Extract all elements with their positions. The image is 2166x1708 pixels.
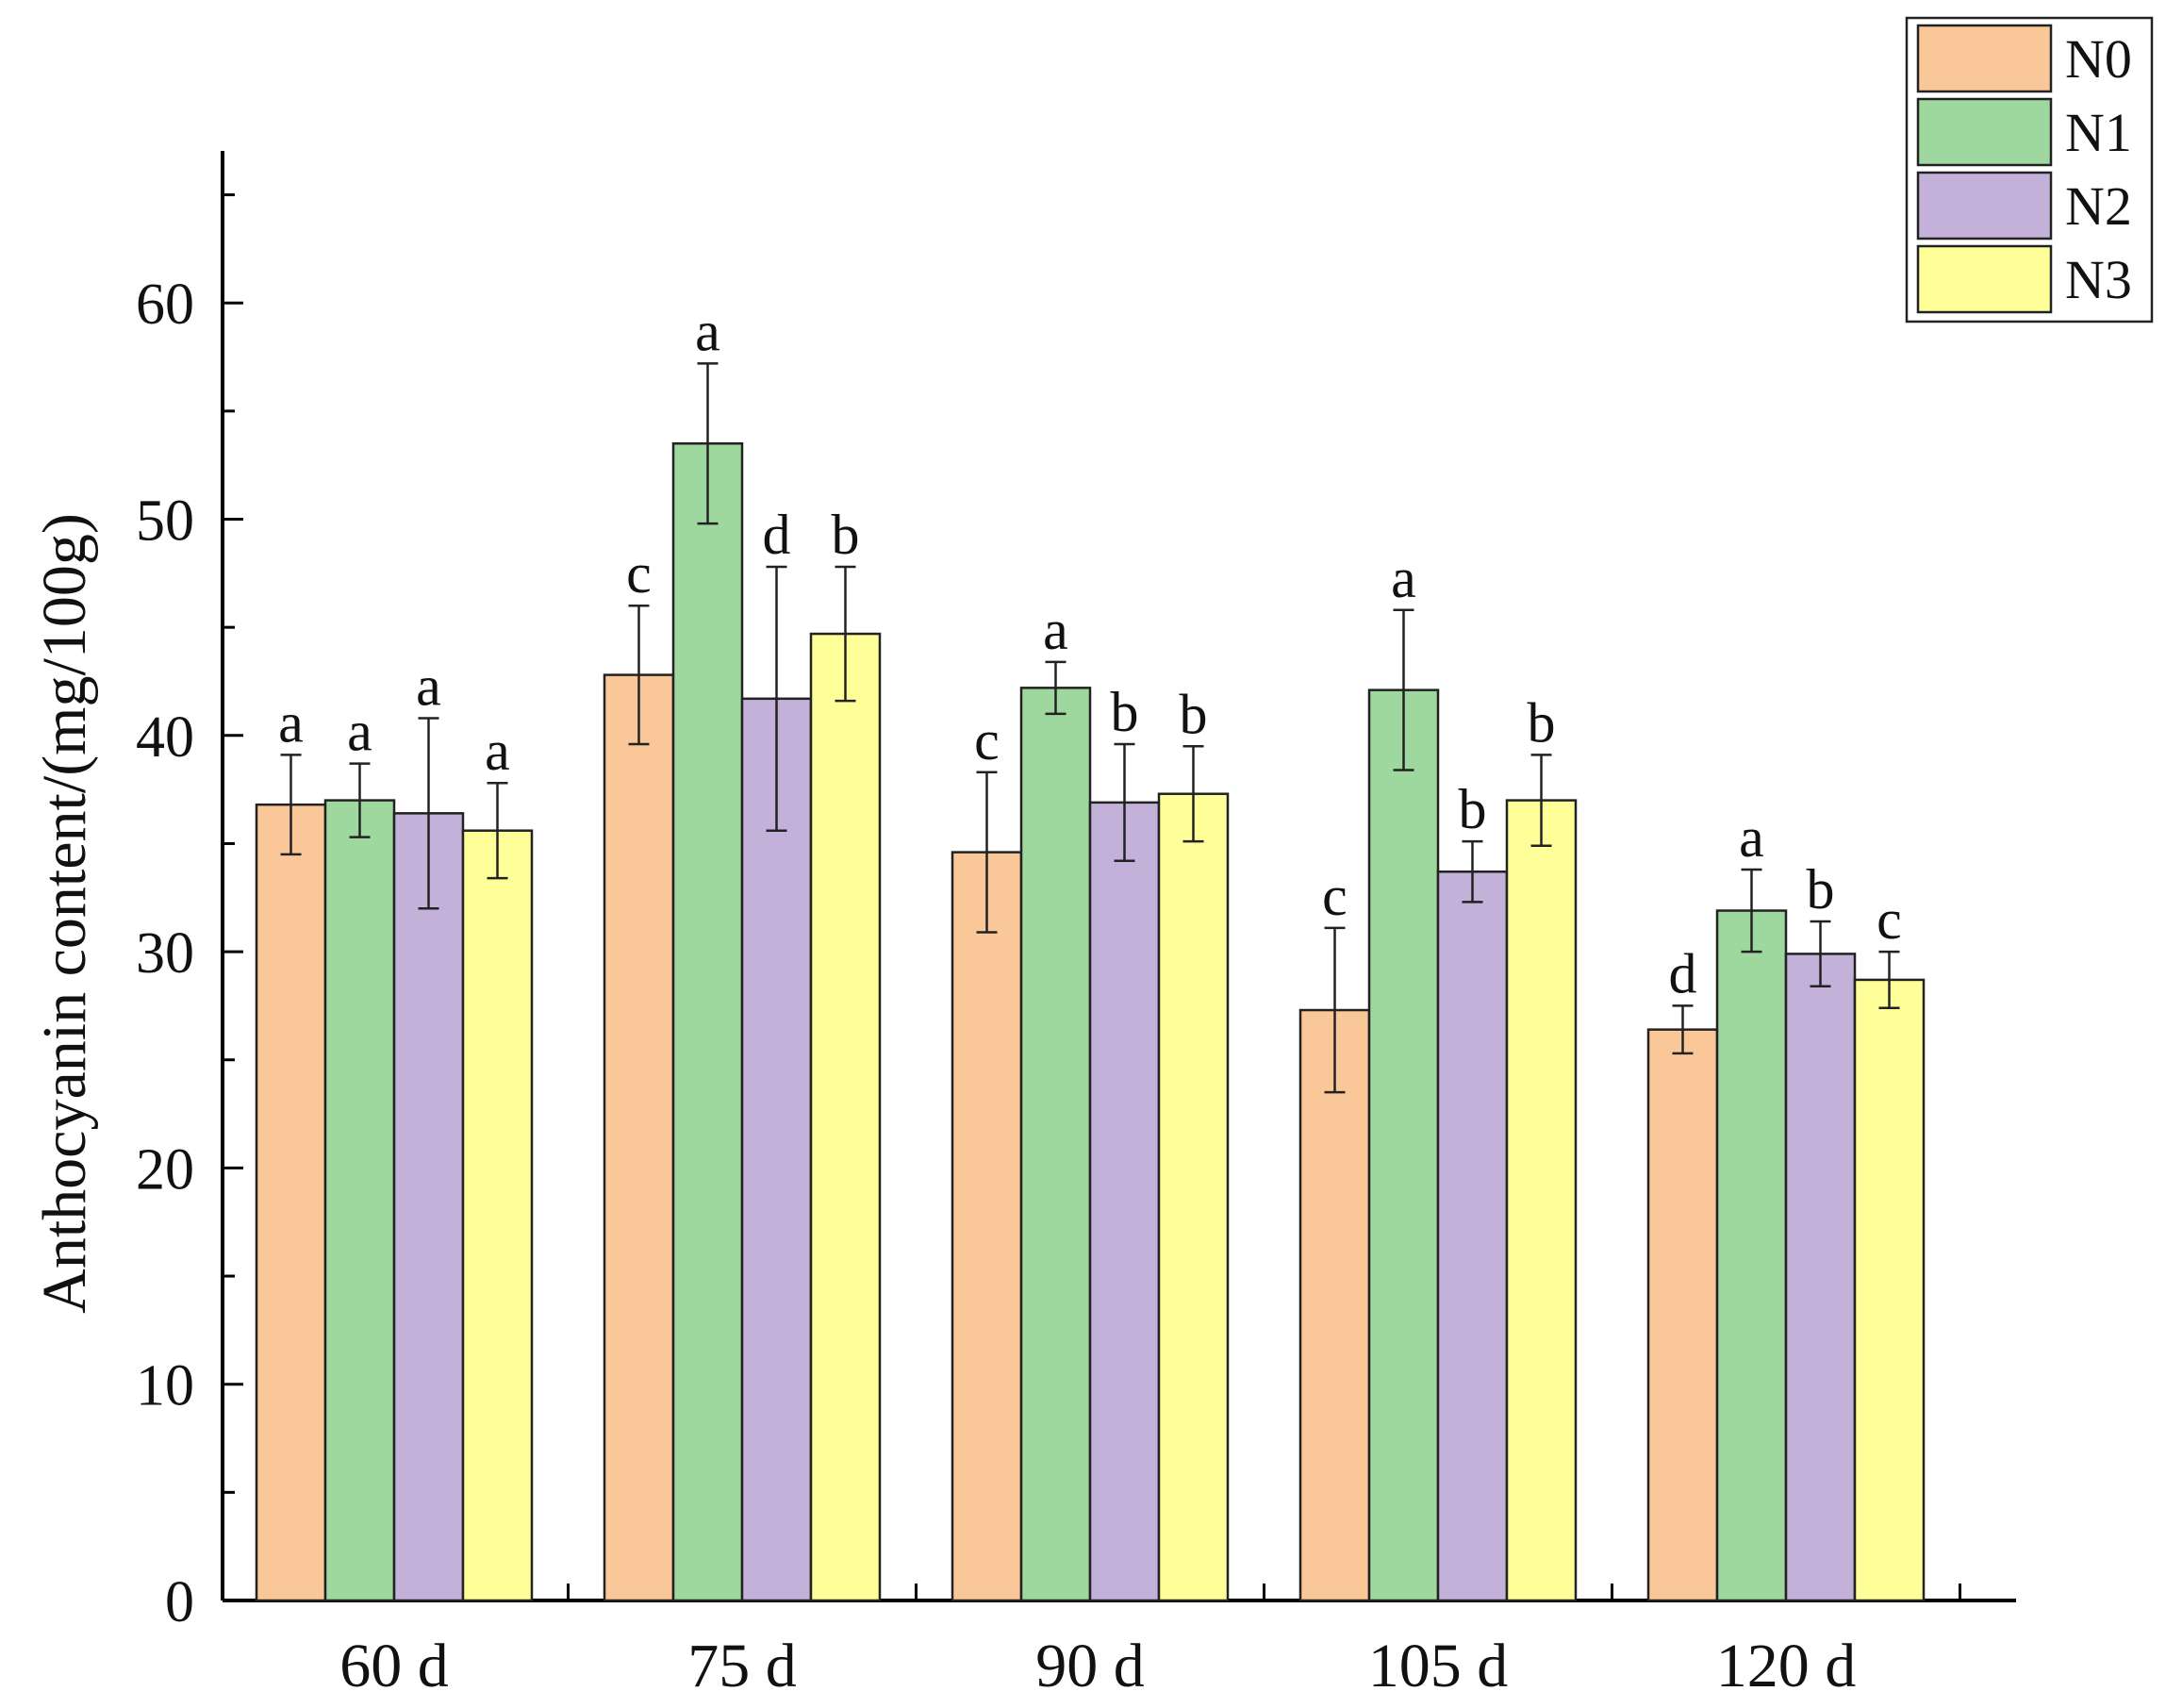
x-tick-label: 105 d (1368, 1632, 1509, 1700)
significance-label: a (485, 720, 510, 782)
legend-swatch-N0 (1916, 24, 2053, 93)
significance-label: a (1043, 599, 1068, 661)
bar-N2-75d (740, 697, 813, 1602)
legend-swatch-N1 (1916, 97, 2053, 167)
bar-N1-90d (1019, 687, 1092, 1602)
significance-label: b (1459, 778, 1487, 840)
legend-label-N0: N0 (2065, 28, 2132, 90)
bar-N1-60d (323, 799, 396, 1602)
y-tick-label: 10 (136, 1354, 194, 1418)
bar-N0-105d (1298, 1008, 1371, 1602)
significance-label: a (278, 691, 304, 754)
significance-label: c (974, 709, 1000, 771)
significance-label: b (1111, 681, 1139, 743)
significance-label: a (347, 701, 372, 763)
bar-N0-75d (603, 673, 675, 1602)
y-tick-label: 60 (136, 273, 194, 337)
x-tick-label: 90 d (1035, 1632, 1145, 1700)
significance-label: b (832, 504, 860, 566)
bar-N2-105d (1436, 871, 1509, 1602)
x-tick-label: 75 d (687, 1632, 797, 1700)
bar-N1-75d (671, 441, 744, 1602)
significance-label: d (1669, 942, 1697, 1004)
significance-label: a (416, 655, 441, 717)
y-tick-label: 30 (136, 921, 194, 986)
bar-N1-120d (1715, 909, 1788, 1602)
significance-label: d (763, 504, 791, 566)
x-tick-label: 120 d (1716, 1632, 1857, 1700)
legend: N0 N1 N2 N3 (1905, 16, 2154, 323)
bars (255, 362, 1926, 1602)
bar-N2-90d (1088, 801, 1161, 1602)
bar-N1-105d (1367, 688, 1440, 1602)
bar-N3-120d (1853, 978, 1926, 1602)
y-axis-title: Anthocyanin content/(mg/100g) (30, 513, 99, 1314)
bar-N3-105d (1505, 799, 1578, 1602)
bar-N3-75d (809, 632, 882, 1602)
significance-label: c (1877, 888, 1902, 951)
bar-N3-90d (1157, 792, 1230, 1602)
bar-N2-60d (392, 812, 465, 1602)
legend-label-N1: N1 (2065, 102, 2132, 163)
significance-label: b (1528, 691, 1556, 754)
legend-label-N2: N2 (2065, 175, 2132, 237)
axes: 0 10 20 30 40 50 60 Anthocyanin content/(mg/100… (30, 151, 2016, 1700)
y-tick-label: 40 (136, 705, 194, 770)
bar-N0-120d (1646, 1028, 1719, 1602)
bar-N3-60d (461, 829, 534, 1602)
legend-swatch-N2 (1916, 171, 2053, 240)
significance-label: a (695, 300, 720, 362)
significance-label: b (1180, 683, 1208, 745)
legend-swatch-N3 (1916, 244, 2053, 314)
bar-N0-90d (951, 851, 1023, 1602)
bar-N0-60d (255, 803, 327, 1602)
significance-label: c (626, 542, 652, 605)
significance-label: a (1391, 547, 1416, 609)
x-tick-label: 60 d (339, 1632, 449, 1700)
legend-label-N3: N3 (2065, 249, 2132, 310)
significance-label: b (1807, 858, 1835, 920)
bar-N2-120d (1784, 953, 1857, 1602)
y-tick-label: 20 (136, 1137, 194, 1202)
significance-label: c (1322, 865, 1348, 927)
y-tick-label: 50 (136, 489, 194, 554)
y-tick-label: 0 (165, 1570, 194, 1634)
significance-label: a (1739, 806, 1764, 869)
